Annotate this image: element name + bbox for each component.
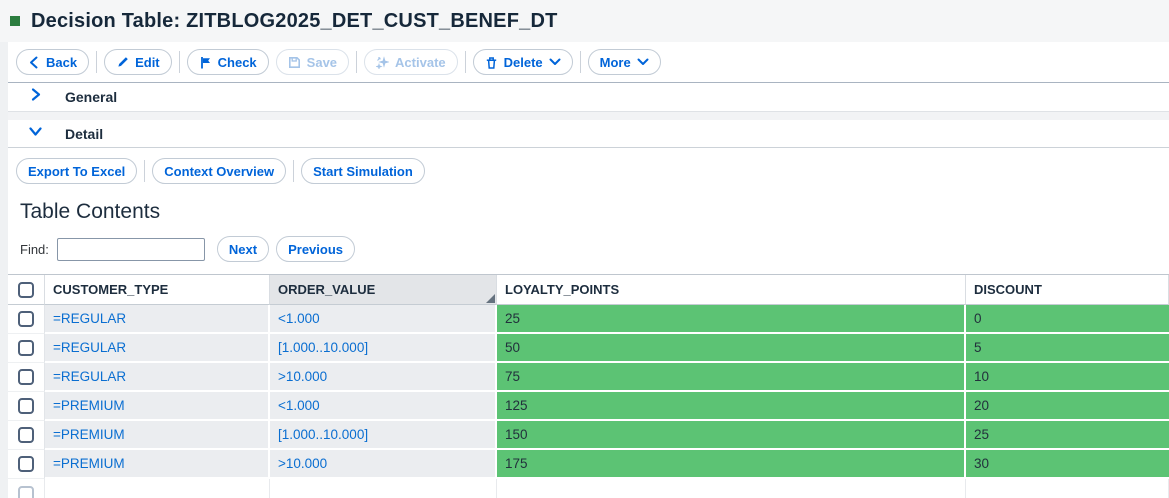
save-button: Save [275, 49, 350, 75]
find-input[interactable] [56, 237, 205, 261]
cell-order-value[interactable]: >10.000 [270, 363, 497, 392]
table-header-row: CUSTOMER_TYPE ORDER_VALUE LOYALTY_POINTS… [8, 275, 1169, 305]
activate-button: Activate [364, 49, 458, 75]
cell-customer-type[interactable]: =PREMIUM [45, 392, 270, 421]
cell-loyalty-points[interactable]: 50 [497, 334, 966, 363]
toolbar-separator [144, 160, 146, 182]
find-next-button[interactable]: Next [216, 236, 270, 262]
toolbar-separator [96, 51, 98, 73]
row-checkbox[interactable] [18, 456, 34, 472]
check-flag-icon [199, 56, 212, 69]
save-icon [288, 56, 301, 69]
select-all-checkbox[interactable] [18, 281, 34, 298]
toolbar-separator [293, 160, 295, 182]
toolbar-separator [178, 51, 180, 73]
column-header-customer-type[interactable]: CUSTOMER_TYPE [45, 275, 270, 305]
section-gap [0, 112, 1169, 120]
cell-loyalty-points[interactable]: 75 [497, 363, 966, 392]
cell-loyalty-points[interactable]: 150 [497, 421, 966, 450]
pencil-icon [116, 56, 129, 69]
more-button[interactable]: More [587, 49, 661, 75]
decision-table: CUSTOMER_TYPE ORDER_VALUE LOYALTY_POINTS… [8, 274, 1169, 498]
check-button[interactable]: Check [186, 49, 269, 75]
section-general-label: General [65, 89, 118, 105]
back-button[interactable]: Back [16, 49, 90, 75]
cell-order-value[interactable]: <1.000 [270, 392, 497, 421]
chevron-right-icon[interactable] [28, 87, 43, 107]
chevron-down-icon [637, 58, 649, 66]
detail-content: Export To Excel Context Overview Start S… [0, 148, 1169, 498]
delete-button[interactable]: Delete [472, 49, 573, 75]
cell-order-value[interactable]: >10.000 [270, 450, 497, 479]
row-checkbox[interactable] [18, 398, 34, 414]
section-general[interactable]: General [0, 83, 1169, 112]
chevron-down-icon [549, 58, 561, 66]
cell-order-value[interactable]: <1.000 [270, 305, 497, 334]
cell-discount[interactable]: 20 [966, 392, 1169, 421]
cell-customer-type[interactable]: =PREMIUM [45, 450, 270, 479]
cell-loyalty-points[interactable]: 175 [497, 450, 966, 479]
context-overview-button[interactable]: Context Overview [152, 158, 287, 184]
cell-order-value[interactable]: [1.000..10.000] [270, 334, 497, 363]
start-simulation-button[interactable]: Start Simulation [301, 158, 425, 184]
activate-sparkle-icon [376, 55, 390, 69]
table-row: =REGULAR <1.000 25 0 [8, 305, 1169, 334]
row-checkbox[interactable] [18, 427, 34, 443]
cell-customer-type[interactable]: =PREMIUM [45, 421, 270, 450]
toolbar-separator [464, 51, 466, 73]
cell-customer-type[interactable]: =REGULAR [45, 363, 270, 392]
chevron-left-icon [28, 56, 40, 69]
cell-discount[interactable]: 0 [966, 305, 1169, 334]
find-row: Find: Next Previous [20, 236, 1169, 262]
decision-table-object-icon [10, 16, 20, 26]
table-contents-heading: Table Contents [20, 200, 161, 223]
table-row: =REGULAR [1.000..10.000] 50 5 [8, 334, 1169, 363]
column-header-discount[interactable]: DISCOUNT [966, 275, 1169, 305]
cell-order-value[interactable]: [1.000..10.000] [270, 421, 497, 450]
edit-button[interactable]: Edit [104, 49, 172, 75]
toolbar-separator [579, 51, 581, 73]
page-left-margin [0, 42, 8, 498]
cell-customer-type[interactable]: =REGULAR [45, 305, 270, 334]
export-to-excel-button[interactable]: Export To Excel [16, 158, 138, 184]
table-row: =PREMIUM [1.000..10.000] 150 25 [8, 421, 1169, 450]
cell-discount[interactable]: 30 [966, 450, 1169, 479]
section-detail-label: Detail [65, 125, 104, 142]
toolbar: Back Edit Check Save Activate Delete Mor… [0, 42, 1169, 83]
column-header-order-value[interactable]: ORDER_VALUE [270, 275, 497, 305]
column-header-loyalty-points[interactable]: LOYALTY_POINTS [497, 275, 966, 305]
section-detail[interactable]: Detail [0, 120, 1169, 148]
page-title: Decision Table: ZITBLOG2025_DET_CUST_BEN… [31, 9, 558, 32]
cell-discount[interactable]: 25 [966, 421, 1169, 450]
cell-loyalty-points[interactable]: 125 [497, 392, 966, 421]
table-row-empty [8, 479, 1169, 498]
table-row: =REGULAR >10.000 75 10 [8, 363, 1169, 392]
table-row: =PREMIUM >10.000 175 30 [8, 450, 1169, 479]
cell-discount[interactable]: 10 [966, 363, 1169, 392]
sort-indicator-icon [486, 294, 495, 303]
cell-discount[interactable]: 5 [966, 334, 1169, 363]
toolbar-separator [356, 51, 358, 73]
detail-action-row: Export To Excel Context Overview Start S… [0, 157, 1169, 185]
trash-icon [485, 56, 498, 69]
row-checkbox[interactable] [18, 311, 34, 327]
row-checkbox[interactable] [18, 369, 34, 385]
find-previous-button[interactable]: Previous [276, 236, 356, 262]
table-row: =PREMIUM <1.000 125 20 [8, 392, 1169, 421]
row-checkbox[interactable] [18, 340, 34, 356]
row-checkbox[interactable] [18, 485, 34, 498]
find-label: Find: [20, 241, 49, 257]
title-bar: Decision Table: ZITBLOG2025_DET_CUST_BEN… [0, 0, 1169, 42]
cell-loyalty-points[interactable]: 25 [497, 305, 966, 334]
cell-customer-type[interactable]: =REGULAR [45, 334, 270, 363]
chevron-down-icon[interactable] [28, 124, 43, 144]
